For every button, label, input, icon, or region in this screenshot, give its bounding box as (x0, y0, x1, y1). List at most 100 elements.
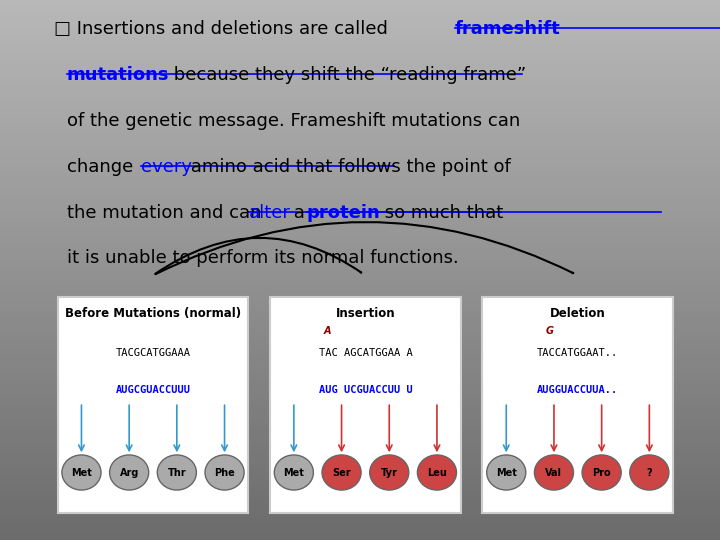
Text: Tyr: Tyr (381, 468, 397, 477)
Text: Deletion: Deletion (550, 307, 606, 320)
Bar (0, 194, 720, 200)
Bar (0, 351, 720, 356)
Text: Thr: Thr (168, 468, 186, 477)
Bar (0, 157, 720, 162)
Bar (0, 65, 720, 70)
Text: of the genetic message. Frameshift mutations can: of the genetic message. Frameshift mutat… (67, 112, 521, 130)
Bar (0, 108, 720, 113)
Bar (0, 297, 720, 302)
Bar (0, 232, 720, 238)
Bar (0, 373, 720, 378)
Bar (0, 292, 720, 297)
Text: every: every (141, 158, 192, 176)
Text: Val: Val (546, 468, 562, 477)
Bar (0, 238, 720, 243)
Bar (0, 178, 720, 184)
Text: a: a (288, 204, 310, 221)
Bar (0, 32, 720, 38)
Bar (0, 216, 720, 221)
Bar (0, 27, 720, 32)
Bar (0, 427, 720, 432)
Bar (0, 270, 720, 275)
Text: TACGCATGGAAA: TACGCATGGAAA (115, 348, 191, 359)
Bar (0, 454, 720, 459)
Bar (0, 335, 720, 340)
Bar (0, 394, 720, 400)
Bar (0, 443, 720, 448)
Text: Before Mutations (normal): Before Mutations (normal) (65, 307, 241, 320)
Bar (0, 464, 720, 470)
Bar (0, 459, 720, 464)
Text: Met: Met (71, 468, 92, 477)
Bar (0, 518, 720, 524)
Bar (0, 243, 720, 248)
Bar (0, 70, 720, 76)
Bar (0, 356, 720, 362)
Ellipse shape (630, 455, 669, 490)
Bar (0, 103, 720, 108)
Bar (0, 324, 720, 329)
Ellipse shape (322, 455, 361, 490)
Bar (0, 113, 720, 119)
Bar (0, 119, 720, 124)
Bar (0, 508, 720, 513)
Bar (0, 486, 720, 491)
FancyArrowPatch shape (156, 238, 361, 274)
Text: TACCATGGAAT..: TACCATGGAAT.. (537, 348, 618, 359)
Bar (0, 140, 720, 146)
Text: Met: Met (284, 468, 305, 477)
Bar (0, 151, 720, 157)
Bar (0, 259, 720, 265)
Bar (0, 162, 720, 167)
Bar (0, 248, 720, 254)
Bar (0, 0, 720, 5)
Bar (0, 130, 720, 135)
Text: G: G (545, 326, 553, 336)
Bar (0, 535, 720, 540)
Bar (0, 211, 720, 216)
Bar (0, 502, 720, 508)
Bar (0, 367, 720, 373)
Text: TAC AGCATGGAA A: TAC AGCATGGAA A (318, 348, 413, 359)
Bar (0, 16, 720, 22)
Bar (0, 405, 720, 410)
Ellipse shape (369, 455, 409, 490)
Ellipse shape (487, 455, 526, 490)
Text: frameshift: frameshift (455, 20, 561, 38)
Bar (0, 205, 720, 211)
Text: so much that: so much that (379, 204, 503, 221)
Ellipse shape (205, 455, 244, 490)
Bar (0, 59, 720, 65)
Ellipse shape (534, 455, 574, 490)
Bar (0, 227, 720, 232)
Bar (0, 281, 720, 286)
Bar (0, 340, 720, 346)
Text: alter: alter (248, 204, 290, 221)
Bar (0, 529, 720, 535)
FancyArrowPatch shape (156, 222, 573, 274)
Bar (0, 254, 720, 259)
Bar (0, 410, 720, 416)
Bar (0, 475, 720, 481)
Bar (0, 86, 720, 92)
Ellipse shape (109, 455, 149, 490)
Text: it is unable to perform its normal functions.: it is unable to perform its normal funct… (67, 249, 459, 267)
Bar (0, 135, 720, 140)
Bar (0, 497, 720, 502)
Bar (0, 421, 720, 427)
FancyBboxPatch shape (270, 297, 461, 513)
Bar (0, 189, 720, 194)
Text: amino acid that follows the point of: amino acid that follows the point of (185, 158, 510, 176)
Bar (0, 302, 720, 308)
Text: □ Insertions and deletions are called: □ Insertions and deletions are called (54, 20, 394, 38)
Bar (0, 491, 720, 497)
Bar (0, 54, 720, 59)
Bar (0, 167, 720, 173)
Bar (0, 38, 720, 43)
Bar (0, 49, 720, 54)
Bar (0, 5, 720, 11)
Bar (0, 173, 720, 178)
Bar (0, 513, 720, 518)
Ellipse shape (274, 455, 313, 490)
Bar (0, 378, 720, 383)
